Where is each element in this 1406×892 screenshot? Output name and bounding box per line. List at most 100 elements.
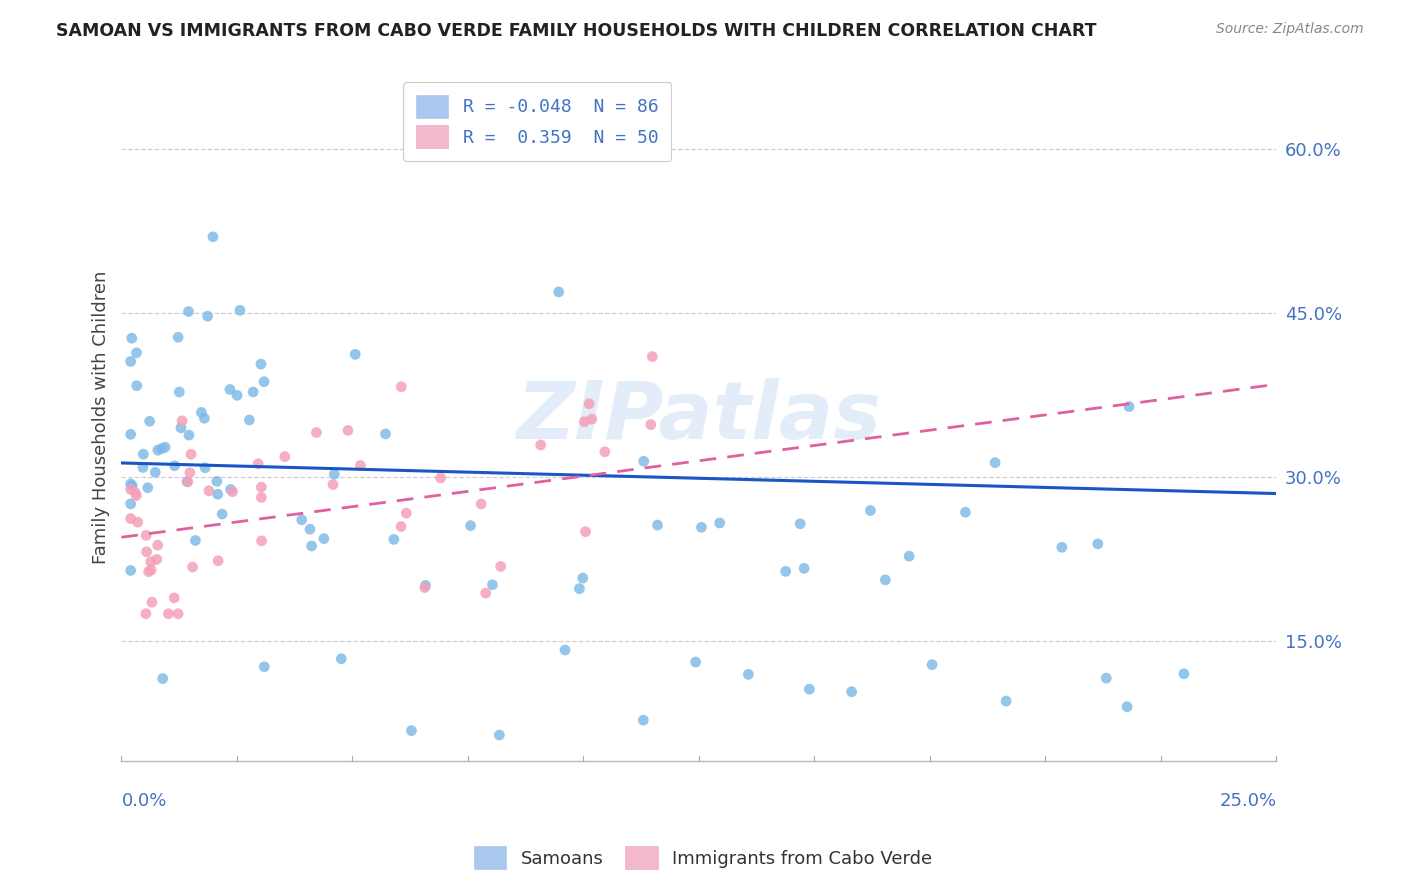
Point [859, 503, 882, 517]
Point [170, 421, 193, 435]
Point [460, 518, 482, 533]
Point [301, 539, 323, 553]
Point [242, 384, 264, 399]
Point [138, 565, 160, 579]
Point [157, 607, 180, 621]
Legend: R = -0.048  N = 86, R =  0.359  N = 50: R = -0.048 N = 86, R = 0.359 N = 50 [404, 82, 671, 161]
Point [120, 354, 142, 368]
Point [291, 513, 314, 527]
Point [574, 415, 596, 429]
Point [198, 483, 221, 498]
Point [1173, 666, 1195, 681]
Point [181, 560, 204, 574]
Point [641, 350, 664, 364]
Point [875, 573, 897, 587]
Text: 25.0%: 25.0% [1219, 792, 1277, 810]
Point [344, 347, 367, 361]
Point [530, 438, 553, 452]
Point [135, 607, 157, 621]
Point [1050, 541, 1073, 555]
Point [250, 491, 273, 505]
Point [145, 552, 167, 566]
Text: SAMOAN VS IMMIGRANTS FROM CABO VERDE FAMILY HOUSEHOLDS WITH CHILDREN CORRELATION: SAMOAN VS IMMIGRANTS FROM CABO VERDE FAM… [56, 22, 1097, 40]
Y-axis label: Family Households with Children: Family Households with Children [93, 270, 110, 564]
Point [474, 586, 496, 600]
Point [312, 532, 335, 546]
Point [176, 475, 198, 489]
Point [554, 643, 576, 657]
Point [775, 565, 797, 579]
Point [153, 440, 176, 454]
Point [218, 383, 240, 397]
Point [139, 563, 162, 577]
Point [429, 471, 451, 485]
Point [336, 424, 359, 438]
Point [135, 528, 157, 542]
Point [253, 660, 276, 674]
Point [330, 652, 353, 666]
Text: ZIPatlas: ZIPatlas [516, 378, 882, 456]
Point [274, 450, 297, 464]
Point [229, 303, 252, 318]
Point [207, 487, 229, 501]
Point [789, 516, 811, 531]
Point [349, 458, 371, 473]
Point [167, 607, 190, 621]
Point [250, 357, 273, 371]
Point [374, 426, 396, 441]
Point [150, 442, 173, 456]
Point [247, 457, 270, 471]
Point [995, 694, 1018, 708]
Point [488, 728, 510, 742]
Point [322, 477, 344, 491]
Point [139, 555, 162, 569]
Point [298, 522, 321, 536]
Point [574, 524, 596, 539]
Point [146, 538, 169, 552]
Point [163, 458, 186, 473]
Point [184, 533, 207, 548]
Point [180, 447, 202, 461]
Legend: Samoans, Immigrants from Cabo Verde: Samoans, Immigrants from Cabo Verde [465, 838, 941, 879]
Point [250, 480, 273, 494]
Point [238, 413, 260, 427]
Point [201, 230, 224, 244]
Point [205, 475, 228, 489]
Point [170, 414, 193, 428]
Point [737, 667, 759, 681]
Point [125, 488, 148, 502]
Point [685, 655, 707, 669]
Point [190, 405, 212, 419]
Point [177, 304, 200, 318]
Point [207, 554, 229, 568]
Point [124, 485, 146, 500]
Point [415, 578, 437, 592]
Point [125, 378, 148, 392]
Point [1095, 671, 1118, 685]
Point [253, 375, 276, 389]
Point [193, 411, 215, 425]
Point [799, 682, 821, 697]
Point [793, 561, 815, 575]
Point [138, 414, 160, 428]
Point [382, 533, 405, 547]
Point [194, 460, 217, 475]
Point [125, 346, 148, 360]
Point [581, 412, 603, 426]
Point [120, 497, 142, 511]
Point [1118, 400, 1140, 414]
Point [841, 684, 863, 698]
Point [984, 456, 1007, 470]
Point [323, 467, 346, 482]
Point [481, 578, 503, 592]
Point [898, 549, 921, 564]
Point [120, 477, 142, 491]
Point [226, 388, 249, 402]
Point [593, 444, 616, 458]
Point [169, 385, 191, 400]
Point [1087, 537, 1109, 551]
Point [120, 483, 142, 497]
Point [547, 285, 569, 299]
Point [177, 475, 200, 489]
Point [132, 460, 155, 475]
